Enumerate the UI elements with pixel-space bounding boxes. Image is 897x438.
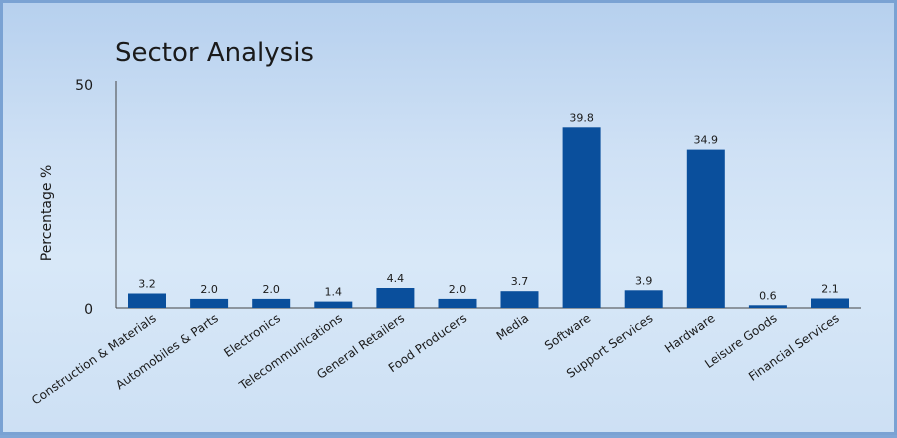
bar — [686, 149, 725, 308]
x-tick-label: Automobiles & Parts — [113, 311, 221, 392]
bar — [500, 291, 539, 308]
bar-chart: Sector Analysis 50 0 Percentage % 3.2 Con… — [29, 38, 861, 408]
bar — [438, 298, 477, 308]
x-tick-label: Construction & Materials — [29, 311, 159, 408]
y-axis-label: Percentage % — [39, 165, 55, 262]
x-tick-label: Telecommunications — [236, 311, 345, 393]
data-label: 2.0 — [449, 283, 467, 296]
data-label: 0.6 — [759, 289, 777, 302]
x-tick-label: Media — [494, 311, 532, 343]
bar — [562, 127, 601, 308]
data-label: 34.9 — [694, 134, 719, 147]
data-label: 3.9 — [635, 274, 653, 287]
bar — [314, 301, 353, 308]
data-label: 1.4 — [325, 286, 343, 299]
bar — [190, 298, 229, 308]
bar — [624, 290, 663, 308]
bar — [128, 293, 166, 308]
bar-series: 3.2 Construction & Materials 2.0 Automobile… — [29, 111, 849, 408]
data-label: 4.4 — [387, 272, 405, 285]
data-label: 2.0 — [262, 283, 280, 296]
x-tick-label: Software — [542, 311, 593, 353]
data-label: 3.2 — [138, 278, 156, 291]
bar — [748, 305, 787, 308]
y-tick-label: 0 — [84, 302, 93, 318]
chart-title: Sector Analysis — [115, 38, 314, 68]
data-label: 2.0 — [200, 283, 218, 296]
bar — [376, 288, 415, 308]
bar — [811, 298, 849, 308]
y-tick-label: 50 — [75, 78, 93, 94]
data-label: 2.1 — [821, 283, 839, 296]
data-label: 39.8 — [569, 111, 594, 124]
x-tick-label: Hardware — [662, 311, 717, 356]
bar — [252, 298, 291, 308]
data-label: 3.7 — [511, 275, 529, 288]
x-tick-label: Electronics — [221, 311, 283, 360]
